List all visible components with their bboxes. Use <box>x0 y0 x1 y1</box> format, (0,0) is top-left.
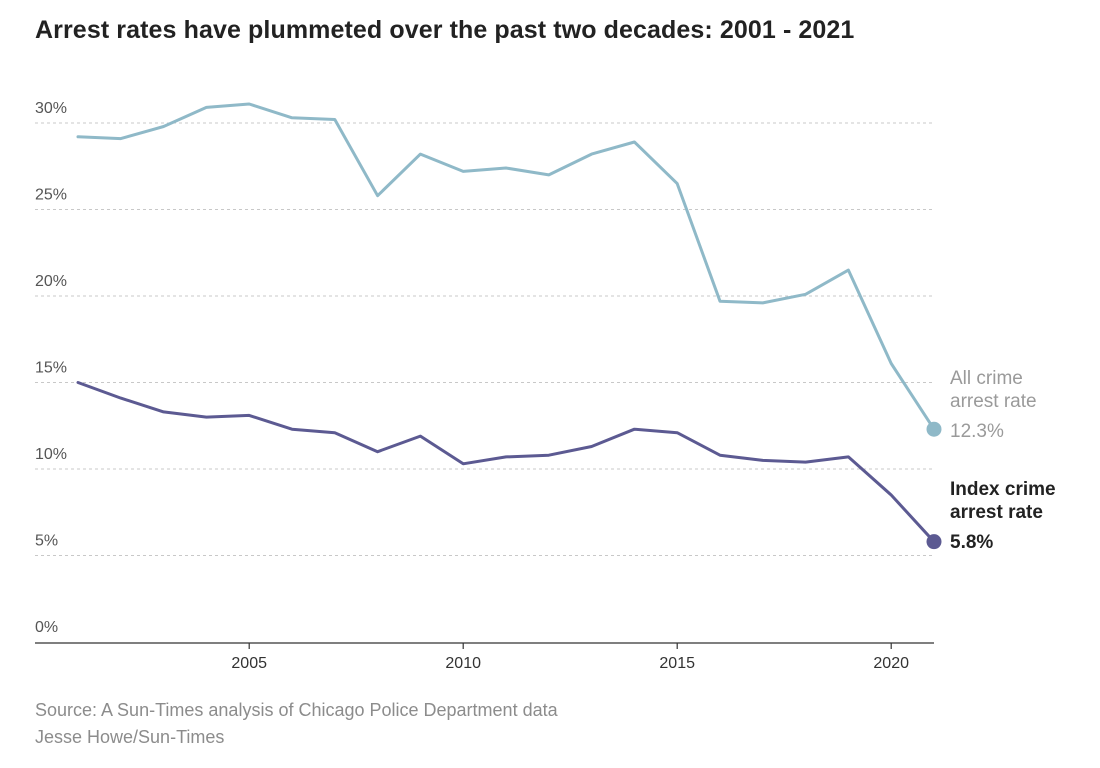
series-label: arrest rate <box>950 502 1043 523</box>
series-label: Index crime <box>950 479 1056 500</box>
source-note: Source: A Sun-Times analysis of Chicago … <box>35 700 558 720</box>
y-tick-label: 20% <box>35 273 67 290</box>
y-tick-label: 15% <box>35 360 67 377</box>
series-line <box>76 102 936 431</box>
credit-note: Jesse Howe/Sun-Times <box>35 727 225 747</box>
series-end-point <box>926 421 942 437</box>
series-lines <box>76 102 942 550</box>
series-line <box>76 381 936 544</box>
y-axis-ticks: 0% 5% 10% 15% 20% 25% 30% <box>35 100 67 636</box>
series-end-value: 12.3% <box>950 421 1004 442</box>
gridlines <box>35 122 934 556</box>
y-tick-label: 10% <box>35 446 67 463</box>
x-tick-label: 2015 <box>659 655 695 672</box>
y-tick-label: 5% <box>35 533 58 550</box>
series-end-value: 5.8% <box>950 532 993 553</box>
y-tick-label: 25% <box>35 187 67 204</box>
y-tick-label: 0% <box>35 619 58 636</box>
series-label: All crime <box>950 368 1023 389</box>
chart-title: Arrest rates have plummeted over the pas… <box>35 16 855 44</box>
x-axis-ticks: 2005 2010 2015 2020 <box>35 642 934 672</box>
series-end-point <box>926 534 942 550</box>
x-tick-label: 2010 <box>445 655 481 672</box>
x-tick-label: 2020 <box>873 655 909 672</box>
y-tick-label: 30% <box>35 100 67 117</box>
series-label: arrest rate <box>950 391 1037 412</box>
line-chart: 0% 5% 10% 15% 20% 25% 30% 2005 2010 2015 2020 All… <box>35 100 1056 672</box>
x-tick-label: 2005 <box>231 655 267 672</box>
